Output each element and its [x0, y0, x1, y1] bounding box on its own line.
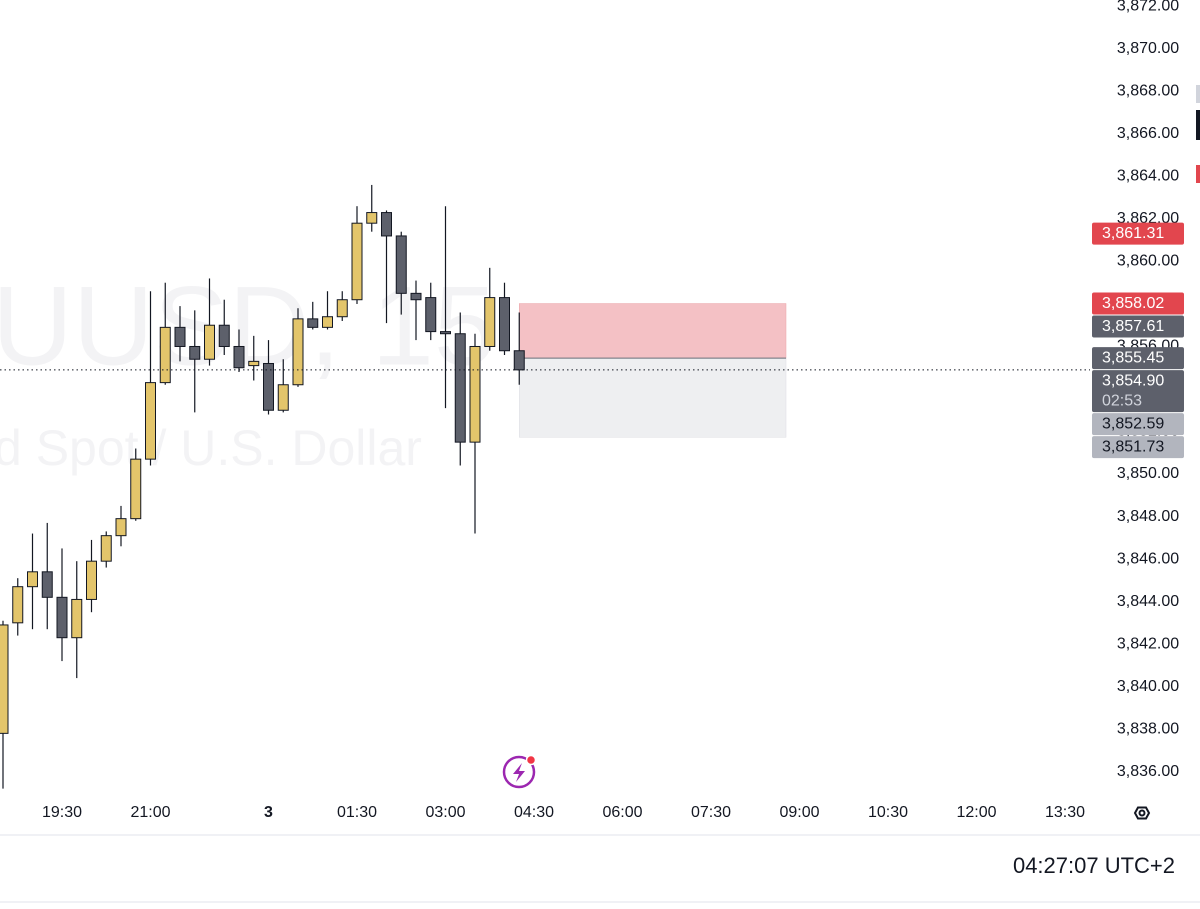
- price-label-text: 3,858.02: [1102, 295, 1164, 312]
- candle-body: [145, 382, 156, 460]
- plot-area: [0, 184, 787, 789]
- candle-body: [218, 324, 230, 347]
- y-tick-label: 3,850.00: [1117, 465, 1179, 482]
- y-tick-label: 3,846.00: [1117, 550, 1179, 567]
- candle-body: [469, 345, 481, 443]
- candle-body: [277, 384, 289, 411]
- candle-body: [499, 297, 510, 352]
- edge-control: [1196, 110, 1200, 140]
- candle-body: [425, 297, 437, 333]
- price-label: 3,854.90 02:53: [1092, 370, 1184, 413]
- candle-body: [41, 571, 53, 598]
- price-label: 3,861.31: [1092, 222, 1184, 245]
- x-tick-label: 12:00: [956, 804, 996, 821]
- candle-body: [86, 560, 97, 600]
- y-tick-label: 3,872.00: [1117, 0, 1179, 15]
- price-label: 3,857.61: [1092, 315, 1184, 338]
- price-label-bg: [1092, 292, 1184, 315]
- x-tick-label: 04:30: [514, 804, 554, 821]
- candle-body: [115, 518, 127, 537]
- candle-body: [189, 345, 201, 360]
- price-label-text: 3,852.59: [1102, 415, 1164, 432]
- candle-body: [263, 362, 274, 411]
- price-label: 3,852.59: [1092, 413, 1184, 436]
- price-label-text: 3,861.31: [1102, 225, 1164, 242]
- price-label-bg: [1092, 370, 1184, 413]
- price-label-bg: [1092, 315, 1184, 338]
- settings-icon[interactable]: [1133, 806, 1151, 820]
- x-tick-label: 07:30: [691, 804, 731, 821]
- y-tick-label: 3,844.00: [1117, 593, 1179, 610]
- y-tick-label: 3,868.00: [1117, 83, 1179, 100]
- x-tick-label: 19:30: [42, 804, 82, 821]
- x-tick-label: 13:30: [1045, 804, 1085, 821]
- candle-body: [307, 318, 319, 328]
- price-label: 3,858.02: [1092, 292, 1184, 315]
- watermark-subtitle: d Spot / U.S. Dollar: [0, 420, 422, 476]
- price-label-text: 3,855.45: [1102, 349, 1164, 366]
- x-tick-label: 21:00: [130, 804, 170, 821]
- y-tick-label: 3,866.00: [1117, 125, 1179, 142]
- y-tick-label: 3,836.00: [1117, 763, 1179, 780]
- candle-body: [233, 345, 245, 369]
- x-tick-label: 3: [264, 804, 273, 821]
- y-tick-label: 3,848.00: [1117, 508, 1179, 525]
- y-tick-label: 3,860.00: [1117, 253, 1179, 270]
- candle-body: [292, 318, 304, 386]
- candle-body: [454, 333, 466, 443]
- price-label: 3,851.73: [1092, 436, 1184, 459]
- candle-body: [395, 235, 407, 294]
- candle-body: [336, 299, 348, 318]
- x-tick-label: 03:00: [425, 804, 465, 821]
- price-label-bg: [1092, 347, 1184, 370]
- x-tick-label: 01:30: [337, 804, 377, 821]
- clock: 04:27:07 UTC+2: [1013, 853, 1175, 878]
- price-label-bg: [1092, 413, 1184, 436]
- candle-body: [100, 535, 112, 562]
- edge-control: [1196, 85, 1200, 103]
- y-tick-label: 3,838.00: [1117, 720, 1179, 737]
- candle-body: [174, 326, 186, 347]
- edge-control: [1196, 165, 1200, 183]
- price-label-bg: [1092, 222, 1184, 245]
- y-tick-label: 3,842.00: [1117, 635, 1179, 652]
- price-label-text: 3,854.90: [1102, 372, 1164, 389]
- lightning-icon: [502, 754, 537, 789]
- x-tick-label: 06:00: [602, 804, 642, 821]
- candle-body: [12, 586, 24, 624]
- x-tick-label: 09:00: [779, 804, 819, 821]
- candle-body: [381, 212, 392, 237]
- y-tick-label: 3,870.00: [1117, 40, 1179, 57]
- price-label-bg: [1092, 436, 1184, 459]
- candle-body: [27, 571, 38, 588]
- candle-body: [351, 222, 363, 301]
- y-tick-label: 3,864.00: [1117, 168, 1179, 185]
- watermark-title: UUSD, 15: [0, 264, 496, 389]
- candle-body: [0, 624, 9, 734]
- candle-body: [410, 292, 422, 301]
- candle-body: [484, 297, 496, 347]
- candle-body: [440, 331, 451, 335]
- candle-body: [56, 596, 68, 639]
- y-tick-label: 3,840.00: [1117, 678, 1179, 695]
- candle-body: [71, 598, 83, 639]
- x-tick-label: 10:30: [868, 804, 908, 821]
- countdown: 02:53: [1102, 392, 1142, 409]
- candle-body: [322, 316, 333, 328]
- candle-body: [248, 360, 260, 367]
- candle-body: [366, 212, 378, 224]
- candle-body: [513, 350, 525, 371]
- candle-body: [130, 458, 142, 520]
- stop-zone: [519, 303, 787, 359]
- candle-body: [204, 324, 215, 360]
- candle-body: [159, 326, 171, 384]
- price-label: 3,855.45: [1092, 347, 1184, 370]
- price-label-text: 3,851.73: [1102, 438, 1164, 455]
- price-label-text: 3,857.61: [1102, 318, 1164, 335]
